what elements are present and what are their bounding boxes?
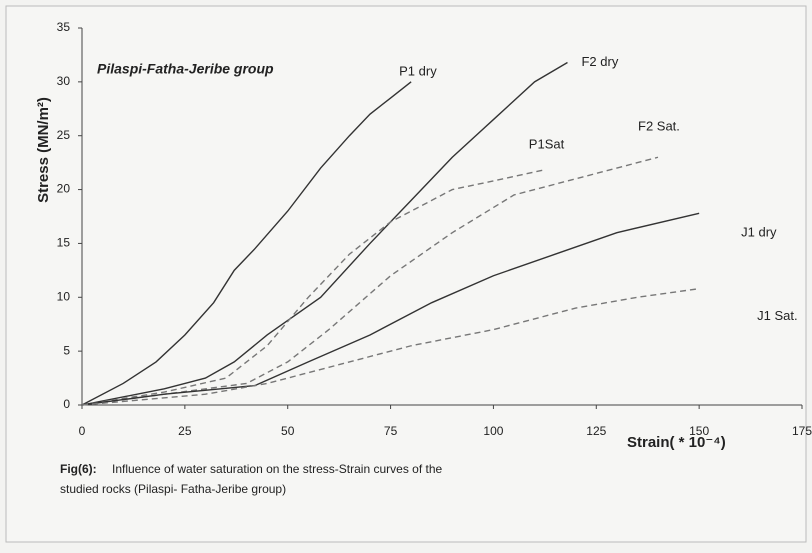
x-tick-label: 0 (79, 424, 86, 438)
series-label: F2 dry (581, 54, 618, 69)
x-axis-label: Strain( * 10⁻⁴) (627, 434, 726, 451)
x-tick-label: 175 (792, 424, 812, 438)
y-tick-label: 15 (57, 236, 71, 250)
series-line (81, 81, 412, 406)
caption-label: Fig(6): (60, 462, 97, 476)
x-tick-label: 75 (384, 424, 398, 438)
y-tick-label: 20 (57, 182, 71, 196)
x-tick-label: 25 (178, 424, 192, 438)
series-label: J1 dry (741, 225, 777, 240)
y-tick-label: 0 (63, 397, 70, 411)
series-line (81, 169, 543, 406)
x-tick-label: 150 (689, 424, 709, 438)
y-tick-label: 10 (57, 289, 71, 303)
chart-title: Pilaspi-Fatha-Jeribe group (97, 61, 274, 77)
series-label: F2 Sat. (638, 119, 680, 134)
series-line (81, 156, 659, 406)
series-label: P1 dry (399, 63, 437, 78)
series-line (81, 287, 700, 406)
y-tick-label: 25 (57, 128, 71, 142)
x-tick-label: 100 (483, 424, 503, 438)
series-label: P1Sat (529, 137, 565, 152)
y-tick-label: 5 (63, 343, 70, 357)
y-tick-label: 35 (57, 20, 71, 34)
x-tick-label: 50 (281, 424, 295, 438)
y-axis-label: Stress (MN/m²) (35, 97, 52, 203)
series-line (81, 61, 568, 406)
frame (5, 5, 807, 543)
series-line (81, 212, 700, 406)
caption-line: Influence of water saturation on the str… (112, 462, 442, 476)
caption-line: studied rocks (Pilaspi- Fatha-Jeribe gro… (60, 482, 286, 496)
x-tick-label: 125 (586, 424, 606, 438)
series-label: J1 Sat. (757, 308, 797, 323)
y-tick-label: 30 (57, 74, 71, 88)
